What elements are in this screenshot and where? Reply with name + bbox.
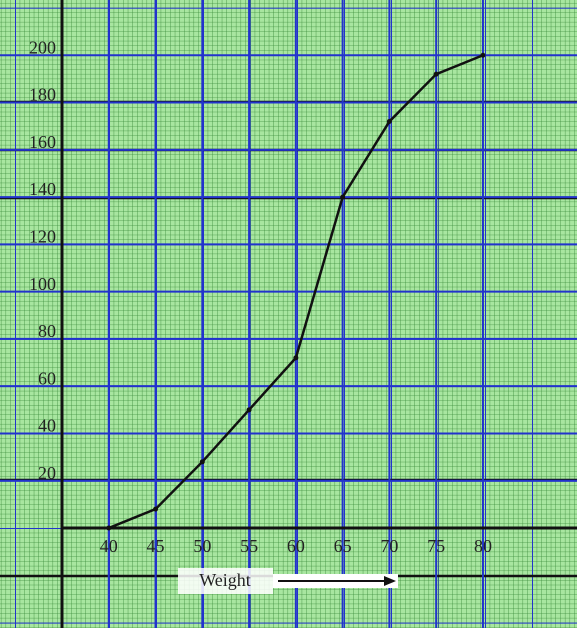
x-tick-label: 60 — [287, 536, 305, 556]
point — [293, 355, 299, 361]
point — [433, 71, 439, 77]
x-tick-label: 45 — [147, 536, 165, 556]
y-tick-label: 120 — [29, 226, 56, 246]
x-tick-label: 75 — [427, 536, 445, 556]
point — [199, 459, 205, 465]
y-tick-label: 40 — [38, 416, 56, 436]
x-tick-label: 50 — [193, 536, 211, 556]
y-tick-label: 60 — [38, 368, 56, 388]
y-tick-label: 140 — [29, 179, 56, 199]
label-bg — [178, 568, 273, 594]
x-tick-label: 65 — [334, 536, 352, 556]
point — [340, 194, 346, 200]
point — [106, 525, 112, 531]
point — [386, 118, 392, 124]
x-tick-label: 55 — [240, 536, 258, 556]
point — [246, 407, 252, 413]
arrow-head — [384, 576, 396, 586]
y-tick-label: 160 — [29, 132, 56, 152]
point — [480, 52, 486, 58]
y-tick-label: 200 — [29, 37, 56, 57]
y-tick-label: 20 — [38, 463, 56, 483]
y-tick-label: 80 — [38, 321, 56, 341]
x-tick-label: 70 — [380, 536, 398, 556]
y-tick-label: 100 — [29, 274, 56, 294]
x-tick-label: 80 — [474, 536, 492, 556]
point — [153, 506, 159, 512]
y-tick-label: 180 — [29, 85, 56, 105]
x-tick-label: 40 — [100, 536, 118, 556]
x-axis-label: Weight — [199, 570, 251, 590]
